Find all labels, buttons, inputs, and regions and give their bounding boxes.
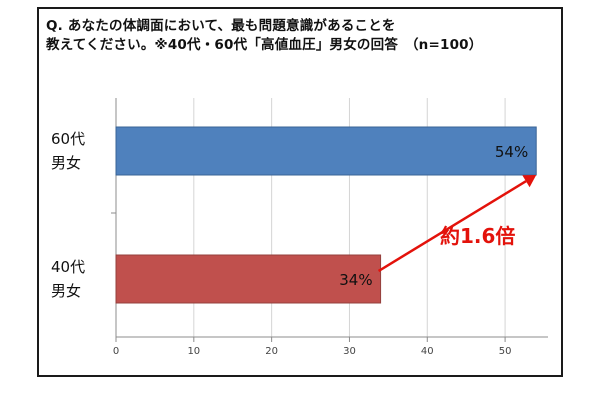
question-line-2: 教えてください。※40代・60代「高値血圧」男女の回答 （n=100） [46,37,483,53]
annotation-label: 約1.6倍 [440,224,515,248]
annotation: 約1.6倍 [377,175,537,273]
x-tick-label: 10 [187,346,200,357]
x-tick-label: 40 [421,346,434,357]
category-label: 40代 [51,258,85,276]
x-tick-label: 30 [343,346,356,357]
category-label: 男女 [51,154,81,172]
bar-value-label: 54% [495,143,528,161]
bar-60s [115,126,537,176]
x-tick-label: 50 [499,346,512,357]
arrow-line [377,180,527,273]
x-tick-label: 0 [113,346,119,357]
chart-frame [37,7,563,377]
bar-40s [115,254,382,304]
x-tick-label: 20 [265,346,278,357]
arrow-head [522,175,537,188]
question-line-1: Q. あなたの体調面において、最も問題意識があることを [46,18,396,34]
bars [115,126,537,304]
category-label: 60代 [51,130,85,148]
category-label: 男女 [51,282,81,300]
bar-value-label: 34% [339,271,372,289]
